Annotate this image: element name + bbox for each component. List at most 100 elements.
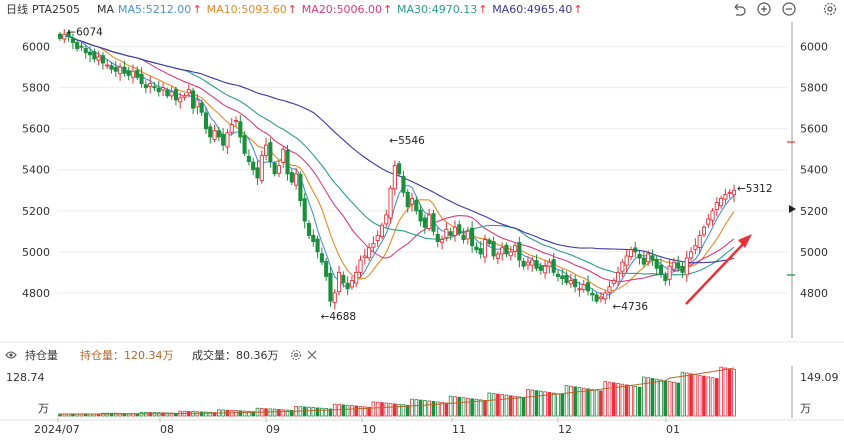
period-label: 日线 [6, 2, 28, 16]
eye-icon[interactable] [5, 351, 17, 359]
volume-value: 80.36万 [236, 349, 279, 362]
oi-right-tick-top: 149.09 [800, 371, 839, 384]
volume-bar [152, 412, 157, 417]
candle-body [701, 226, 706, 236]
volume-bar [251, 411, 255, 417]
ma-legend-ma30: MA30:4970.13 [397, 3, 477, 16]
ma-line-ma10 [59, 35, 735, 291]
candle-body [362, 255, 367, 259]
candle-body [491, 241, 496, 257]
volume-bar [684, 372, 689, 417]
candle-body [251, 161, 256, 171]
symbol-label: PTA2505 [32, 3, 80, 16]
candles[interactable] [57, 29, 737, 310]
candle-body [384, 214, 389, 225]
volume-bar [637, 386, 642, 417]
volume-bar [496, 393, 500, 417]
volume-bar [281, 409, 286, 417]
candle-body [324, 261, 329, 277]
volume-bar [427, 400, 431, 417]
volume-bar [689, 373, 693, 417]
y-tick-label: 5400 [22, 164, 50, 177]
close-icon[interactable] [307, 350, 317, 360]
volume-bar [242, 410, 247, 417]
candle-body [302, 198, 307, 222]
candle-body [577, 288, 582, 291]
volume-bar [710, 377, 715, 417]
candle-body [444, 228, 449, 239]
candle-body [165, 89, 170, 97]
candle-body [173, 88, 178, 101]
volume-bar [569, 385, 573, 417]
candle-body [139, 73, 144, 84]
candle-body [156, 87, 161, 93]
volume-bar [461, 397, 466, 417]
volume-bar [448, 395, 453, 417]
x-tick-label: 2024/07 [34, 423, 80, 436]
candle-body [431, 213, 436, 232]
volume-bar [560, 393, 565, 417]
y-tick-label-right: 5600 [800, 123, 828, 136]
y-tick-label-right: 6000 [800, 41, 828, 54]
candle-body [285, 149, 290, 175]
volume-bar [702, 375, 706, 417]
candle-body [57, 33, 63, 39]
volume-bar [423, 400, 427, 417]
candle-body [62, 33, 67, 40]
volume-bar [405, 404, 410, 417]
candle-body [298, 174, 303, 201]
volume-bar [513, 395, 517, 417]
candle-body [714, 202, 719, 211]
candle-body [255, 167, 260, 179]
price-annotations: ←6074 ←5546 ←4688 ←4736 ←5312 [67, 26, 772, 322]
oi-value: 120.34万 [124, 349, 174, 362]
volume-bar [676, 382, 680, 417]
undo-icon[interactable] [734, 3, 746, 16]
volume-bar [727, 368, 732, 417]
volume-bar [268, 408, 273, 417]
candle-body [568, 280, 573, 285]
candle-body [315, 238, 320, 253]
candle-body [199, 102, 204, 113]
candle-body [470, 227, 475, 247]
settings-icon[interactable] [823, 2, 837, 16]
x-tick-label: 10 [362, 423, 376, 436]
candle-body [435, 233, 440, 243]
volume-bar [414, 399, 419, 417]
candle-body [289, 172, 294, 183]
volume-bar [101, 412, 105, 417]
candle-body [598, 296, 603, 300]
y-axis-left: 4800 5000 5200 5400 5600 5800 6000 [22, 41, 50, 300]
candle-body [624, 255, 629, 266]
settings-icon[interactable] [290, 349, 302, 361]
volume-bar [238, 410, 243, 417]
candle-body [465, 230, 470, 240]
volume-bar [594, 389, 599, 417]
candle-body [216, 130, 221, 138]
volume-bar [195, 411, 200, 417]
candle-body [332, 292, 337, 303]
candle-body [543, 265, 548, 274]
ma-legend-ma5: MA5:5212.00 [118, 3, 191, 16]
y-tick-label: 5200 [22, 205, 50, 218]
volume-bar [311, 407, 316, 417]
candle-body [414, 199, 419, 212]
volume-bar [667, 381, 672, 417]
volume-bar [607, 381, 612, 417]
zoom-in-icon[interactable] [757, 2, 771, 16]
candle-body [611, 280, 616, 285]
volume-bar [320, 407, 324, 417]
volume-bar [401, 404, 406, 417]
candle-body [500, 247, 505, 255]
price-annotation: ←6074 [67, 26, 103, 38]
volume-bar [474, 398, 479, 417]
candle-body [336, 271, 342, 293]
candle-body [397, 163, 402, 175]
candle-body [349, 280, 354, 288]
zoom-out-icon[interactable] [782, 2, 796, 16]
candle-body [478, 248, 483, 255]
candle-body [551, 259, 556, 273]
x-tick-label: 09 [266, 423, 280, 436]
volume-bar [363, 406, 367, 417]
